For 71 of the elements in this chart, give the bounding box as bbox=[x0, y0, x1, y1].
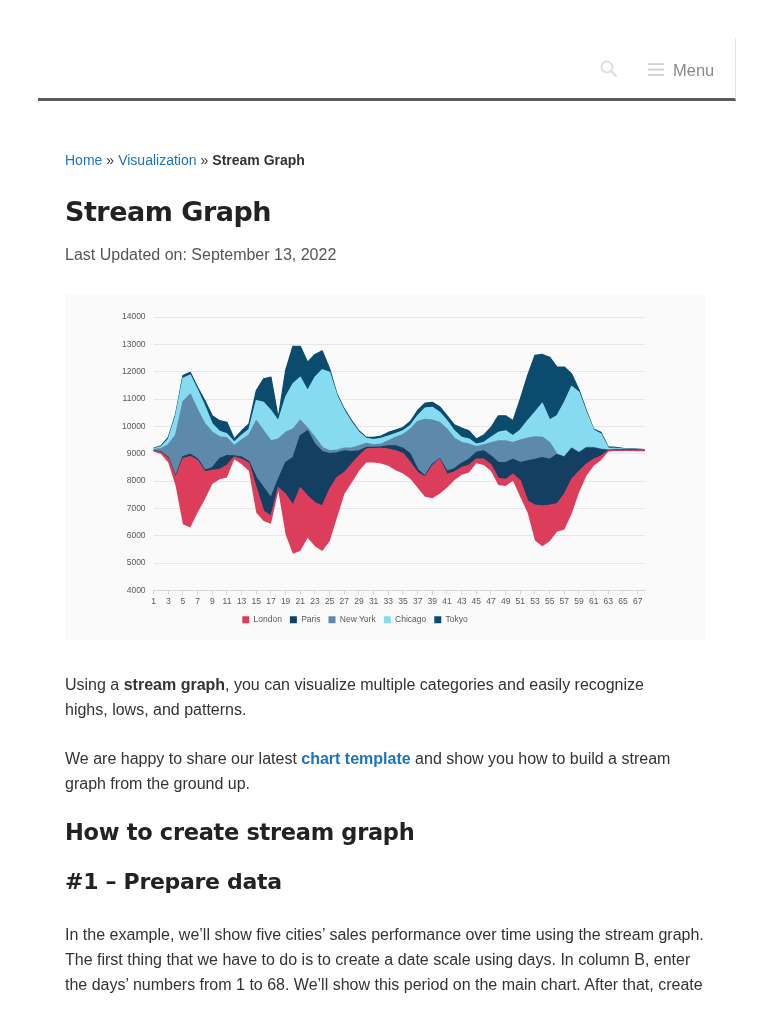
y-tick-label: 14000 bbox=[121, 311, 146, 322]
text: Visualization bbox=[118, 152, 197, 168]
y-tick-label: 5000 bbox=[126, 557, 146, 568]
x-tick-label: 33 bbox=[383, 595, 394, 606]
chart-subtitle: Last Updated on: September 13, 2022 bbox=[65, 245, 337, 265]
text: In the example, we’ll show five cities’ sales performance over time using the stream graph. bbox=[65, 926, 704, 943]
x-tick-label: 19 bbox=[280, 595, 291, 606]
y-tick-label: 10000 bbox=[121, 420, 146, 431]
x-tick-label: 29 bbox=[354, 595, 364, 606]
x-tick-label: 65 bbox=[618, 595, 628, 606]
text: The first thing that we have to do is to create a date scale using days. In column B, enter bbox=[65, 951, 691, 968]
x-tick-label: 11 bbox=[222, 595, 232, 606]
x-tick-label: 17 bbox=[266, 595, 276, 606]
legend-label: Chicago bbox=[395, 614, 427, 625]
x-tick-label: 37 bbox=[412, 595, 423, 606]
x-tick-label: 9 bbox=[209, 595, 215, 606]
y-tick-label: 13000 bbox=[121, 338, 146, 349]
x-tick-label: 67 bbox=[632, 595, 643, 606]
x-tick-label: 35 bbox=[398, 595, 408, 606]
text: #1 – Prepare data bbox=[65, 869, 282, 894]
x-tick-label: 47 bbox=[486, 595, 496, 606]
y-tick-label: 4000 bbox=[126, 584, 146, 595]
text: How to create stream graph bbox=[65, 819, 415, 845]
text: Using a bbox=[65, 676, 121, 693]
x-tick-label: 1 bbox=[151, 595, 157, 606]
x-tick-label: 25 bbox=[324, 595, 335, 606]
text: Stream Graph bbox=[212, 152, 305, 168]
x-tick-label: 31 bbox=[368, 595, 379, 606]
x-tick-label: 13 bbox=[236, 595, 247, 606]
y-tick-label: 7000 bbox=[126, 502, 146, 513]
text: the days’ numbers from 1 to 68. We’ll show this period on the main chart. After that, create bbox=[65, 976, 703, 993]
x-tick-label: 23 bbox=[310, 595, 320, 606]
y-tick-label: 12000 bbox=[121, 366, 146, 377]
y-tick-label: 9000 bbox=[126, 448, 146, 459]
legend-label: Paris bbox=[301, 614, 321, 625]
text: chart template bbox=[301, 750, 411, 767]
text: » bbox=[200, 152, 209, 168]
x-tick-label: 57 bbox=[559, 595, 570, 606]
x-tick-label: 55 bbox=[544, 595, 555, 606]
text: Home bbox=[65, 152, 103, 168]
y-tick-label: 8000 bbox=[126, 475, 146, 486]
x-tick-label: 5 bbox=[180, 595, 186, 606]
x-tick-label: 63 bbox=[603, 595, 614, 606]
x-tick-label: 61 bbox=[588, 595, 599, 606]
x-tick-label: 39 bbox=[427, 595, 438, 606]
x-tick-label: 15 bbox=[251, 595, 262, 606]
x-tick-label: 7 bbox=[195, 595, 201, 606]
legend-label: London bbox=[253, 614, 283, 625]
x-tick-label: 3 bbox=[165, 595, 171, 606]
text: stream graph bbox=[123, 676, 226, 693]
y-tick-label: 6000 bbox=[126, 530, 146, 541]
x-tick-label: 43 bbox=[456, 595, 467, 606]
y-tick-label: 11000 bbox=[122, 393, 146, 404]
text: and show you how to build a stream bbox=[414, 750, 671, 767]
x-tick-label: 41 bbox=[442, 595, 452, 606]
x-tick-label: 49 bbox=[500, 595, 511, 606]
x-tick-label: 51 bbox=[515, 595, 526, 606]
text: , you can visualize multiple categories and easily recognize bbox=[225, 676, 644, 693]
x-tick-label: 59 bbox=[574, 595, 584, 606]
text: graph from the ground up. bbox=[65, 775, 251, 792]
chart-title: Stream Graph bbox=[65, 195, 271, 229]
text: » bbox=[106, 152, 115, 168]
x-tick-label: 53 bbox=[530, 595, 540, 606]
x-tick-label: 27 bbox=[339, 595, 350, 606]
text: We are happy to share our latest bbox=[65, 750, 298, 767]
text: Menu bbox=[673, 61, 715, 79]
x-tick-label: 21 bbox=[295, 595, 306, 606]
text: highs, lows, and patterns. bbox=[65, 701, 247, 718]
x-tick-label: 45 bbox=[471, 595, 482, 606]
legend-label: New York bbox=[339, 614, 377, 625]
legend-label: Tokyo bbox=[445, 614, 468, 625]
